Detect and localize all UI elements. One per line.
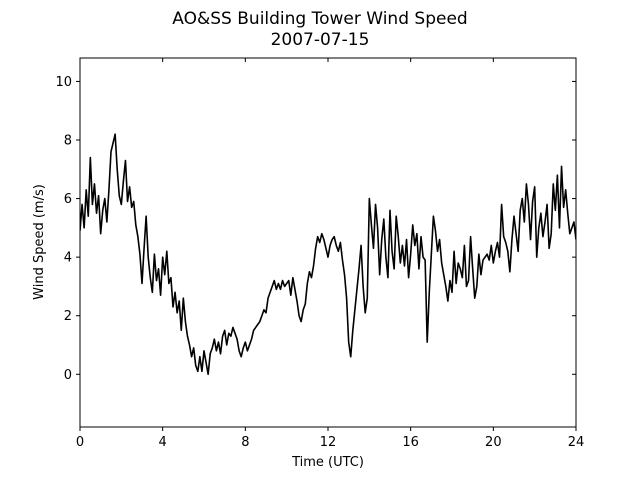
x-tick-label: 12: [320, 435, 337, 450]
chart-subtitle: 2007-07-15: [271, 30, 370, 50]
y-tick-label: 2: [64, 309, 72, 324]
wind-speed-series-line: [80, 133, 576, 376]
x-tick-label: 20: [485, 435, 502, 450]
y-tick-label: 6: [64, 192, 72, 207]
y-tick-label: 8: [64, 134, 72, 149]
y-tick-label: 0: [64, 368, 72, 383]
x-tick-label: 0: [76, 435, 84, 450]
y-tick-label: 4: [64, 251, 72, 266]
y-axis-label: Wind Speed (m/s): [32, 184, 47, 300]
y-axis-ticks: 0 2 4 6 8 10: [55, 75, 576, 383]
x-axis-label: Time (UTC): [291, 455, 364, 470]
x-tick-label: 24: [568, 435, 585, 450]
plot-frame: [79, 57, 577, 428]
x-axis-ticks: 0 4 8 12 16 20 24: [76, 58, 584, 450]
x-tick-label: 4: [159, 435, 167, 450]
x-tick-label: 8: [241, 435, 249, 450]
y-tick-label: 10: [55, 75, 72, 90]
x-tick-label: 16: [402, 435, 419, 450]
plot-area: [79, 57, 577, 428]
chart-title: AO&SS Building Tower Wind Speed: [172, 9, 467, 29]
